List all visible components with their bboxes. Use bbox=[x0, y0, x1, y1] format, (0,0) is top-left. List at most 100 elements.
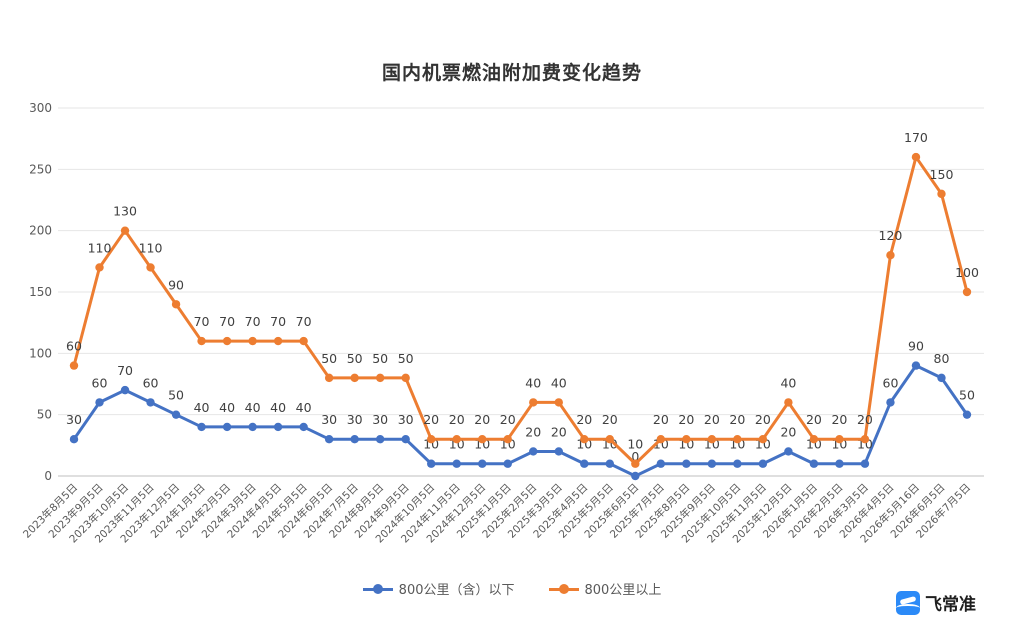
data-label-short-haul: 50 bbox=[168, 388, 184, 403]
data-point-short-haul bbox=[707, 459, 717, 468]
data-point-long-haul bbox=[707, 435, 717, 444]
data-point-long-haul bbox=[350, 373, 359, 383]
data-point-long-haul bbox=[427, 435, 436, 444]
data-label-short-haul: 30 bbox=[321, 412, 337, 427]
data-label-long-haul: 50 bbox=[321, 351, 337, 366]
data-label-long-haul: 20 bbox=[653, 412, 669, 427]
data-point-long-haul bbox=[248, 336, 257, 346]
data-point-short-haul bbox=[656, 459, 666, 468]
y-tick-label: 100 bbox=[29, 346, 52, 360]
data-label-long-haul: 20 bbox=[576, 412, 592, 427]
data-label-long-haul: 60 bbox=[66, 339, 82, 354]
data-label-long-haul: 20 bbox=[678, 412, 694, 427]
data-label-long-haul: 20 bbox=[831, 412, 847, 427]
data-point-short-haul bbox=[197, 422, 206, 432]
data-point-long-haul bbox=[478, 435, 487, 444]
data-point-short-haul bbox=[733, 459, 742, 468]
data-label-long-haul: 90 bbox=[168, 277, 184, 292]
data-point-long-haul bbox=[937, 189, 946, 199]
data-label-long-haul: 10 bbox=[627, 437, 643, 452]
data-point-long-haul bbox=[375, 373, 385, 383]
data-point-long-haul bbox=[146, 263, 155, 272]
data-label-long-haul: 20 bbox=[500, 412, 516, 427]
data-label-long-haul: 20 bbox=[729, 412, 745, 427]
data-point-short-haul bbox=[682, 459, 691, 468]
brand-watermark: 飞常准 bbox=[896, 590, 976, 615]
data-point-short-haul bbox=[324, 435, 334, 444]
data-point-long-haul bbox=[784, 398, 793, 407]
data-label-long-haul: 70 bbox=[219, 314, 235, 329]
data-label-long-haul: 70 bbox=[194, 314, 210, 329]
data-label-long-haul: 70 bbox=[296, 314, 312, 329]
plane-logo-icon bbox=[896, 590, 920, 615]
data-label-long-haul: 110 bbox=[88, 240, 112, 255]
data-label-long-haul: 120 bbox=[879, 228, 903, 243]
y-tick-label: 50 bbox=[37, 408, 52, 422]
data-point-short-haul bbox=[886, 398, 895, 407]
data-point-short-haul bbox=[273, 422, 283, 432]
data-point-short-haul bbox=[427, 459, 436, 468]
data-point-long-haul bbox=[631, 459, 640, 468]
data-point-short-haul bbox=[631, 471, 640, 481]
data-point-long-haul bbox=[401, 373, 410, 383]
data-label-long-haul: 20 bbox=[602, 412, 618, 427]
data-label-long-haul: 20 bbox=[857, 412, 873, 427]
data-point-long-haul bbox=[120, 226, 130, 235]
data-label-short-haul: 40 bbox=[194, 400, 210, 415]
data-point-long-haul bbox=[171, 300, 181, 309]
legend-swatch-short-haul bbox=[362, 583, 393, 595]
data-point-short-haul bbox=[758, 459, 768, 468]
data-label-short-haul: 40 bbox=[245, 400, 261, 415]
data-label-short-haul: 90 bbox=[908, 339, 924, 354]
data-label-long-haul: 110 bbox=[139, 240, 163, 255]
chart-legend: 800公里（含）以下 800公里以上 bbox=[0, 579, 1024, 598]
data-point-long-haul bbox=[682, 435, 691, 444]
data-point-short-haul bbox=[171, 410, 181, 419]
data-label-short-haul: 50 bbox=[959, 388, 975, 403]
data-point-short-haul bbox=[146, 398, 155, 407]
data-label-short-haul: 20 bbox=[780, 424, 796, 439]
data-label-long-haul: 20 bbox=[806, 412, 822, 427]
data-label-long-haul: 70 bbox=[270, 314, 286, 329]
data-label-short-haul: 30 bbox=[372, 412, 388, 427]
data-point-short-haul bbox=[911, 361, 921, 370]
data-point-long-haul bbox=[911, 152, 921, 162]
data-label-long-haul: 20 bbox=[423, 412, 439, 427]
data-point-short-haul bbox=[835, 459, 844, 468]
data-label-short-haul: 0 bbox=[631, 449, 639, 464]
data-label-short-haul: 40 bbox=[296, 400, 312, 415]
data-point-long-haul bbox=[95, 263, 104, 272]
data-point-short-haul bbox=[784, 447, 793, 456]
data-point-long-haul bbox=[962, 287, 972, 297]
legend-item-short-haul: 800公里（含）以下 bbox=[362, 579, 515, 598]
data-point-long-haul bbox=[529, 398, 538, 407]
data-point-short-haul bbox=[580, 459, 589, 468]
y-tick-label: 150 bbox=[29, 285, 52, 299]
data-point-short-haul bbox=[299, 422, 308, 432]
data-label-long-haul: 50 bbox=[347, 351, 363, 366]
data-point-long-haul bbox=[758, 435, 768, 444]
data-point-long-haul bbox=[809, 435, 819, 444]
data-label-long-haul: 130 bbox=[113, 204, 137, 219]
data-label-long-haul: 150 bbox=[930, 167, 954, 182]
data-label-long-haul: 70 bbox=[245, 314, 261, 329]
data-point-long-haul bbox=[860, 435, 870, 444]
y-tick-label: 300 bbox=[29, 101, 52, 115]
data-point-long-haul bbox=[733, 435, 742, 444]
legend-label-short-haul: 800公里（含）以下 bbox=[398, 583, 515, 598]
data-point-short-haul bbox=[605, 459, 614, 468]
series-line-long-haul bbox=[72, 155, 969, 466]
data-point-short-haul bbox=[937, 373, 946, 383]
data-point-short-haul bbox=[69, 435, 79, 444]
data-label-short-haul: 30 bbox=[398, 412, 414, 427]
data-point-long-haul bbox=[886, 251, 895, 260]
data-point-short-haul bbox=[350, 435, 359, 444]
chart-title: 国内机票燃油附加费变化趋势 bbox=[381, 62, 642, 84]
data-label-short-haul: 30 bbox=[347, 412, 363, 427]
data-label-short-haul: 60 bbox=[883, 375, 899, 390]
y-tick-label: 0 bbox=[44, 469, 52, 483]
data-point-long-haul bbox=[503, 435, 512, 444]
data-point-long-haul bbox=[554, 398, 563, 407]
data-label-long-haul: 40 bbox=[525, 375, 541, 390]
